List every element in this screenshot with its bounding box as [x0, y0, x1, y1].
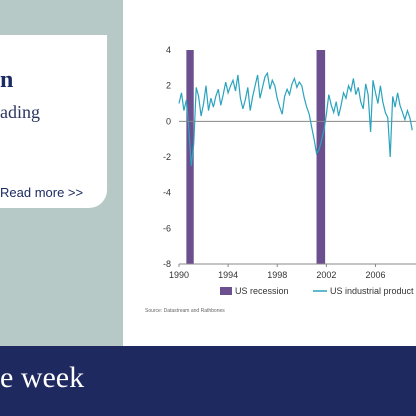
- y-tick-label: 2: [166, 81, 171, 91]
- x-tick-label: 1990: [169, 270, 189, 280]
- y-tick-label: -4: [163, 188, 171, 198]
- card-title: n: [0, 67, 14, 93]
- footer-banner: e week: [0, 346, 416, 416]
- series-line-0: [178, 71, 413, 166]
- y-tick-label: 4: [166, 45, 171, 55]
- x-tick-label: 1994: [218, 270, 238, 280]
- y-tick-label: 0: [166, 116, 171, 126]
- x-tick-label: 2006: [365, 270, 385, 280]
- y-tick-label: -6: [163, 223, 171, 233]
- legend-label-recession: US recession: [235, 286, 289, 296]
- x-tick-label: 2002: [316, 270, 336, 280]
- chart-area: 4 2 0 -2 -4 -6 -8 1990 1994 1998 2002 2006 US reces…: [123, 0, 416, 346]
- legend-swatch-recession: [220, 287, 232, 295]
- footer-title: e week: [0, 361, 85, 394]
- recession-bar-0: [186, 50, 194, 264]
- left-panel: n ading Read more >>: [0, 0, 123, 346]
- series-lines: [178, 71, 413, 166]
- chart-source: Source: Datastream and Rathbones: [145, 308, 225, 314]
- legend-label-series: US industrial product: [330, 286, 414, 296]
- recession-bar-1: [316, 50, 326, 264]
- article-card[interactable]: n ading Read more >>: [0, 35, 107, 208]
- card-subtitle: ading: [0, 102, 40, 122]
- read-more-link[interactable]: Read more >>: [0, 185, 84, 200]
- y-tick-label: -8: [163, 259, 171, 269]
- chart-legend: US recession US industrial product: [220, 286, 414, 296]
- recession-bars: [186, 50, 326, 264]
- y-tick-label: -2: [163, 152, 171, 162]
- x-tick-label: 1998: [267, 270, 287, 280]
